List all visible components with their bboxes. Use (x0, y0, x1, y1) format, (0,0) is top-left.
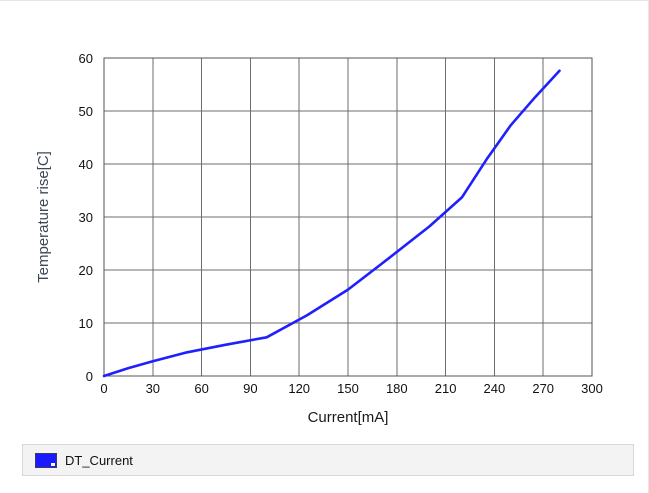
x-tick-label: 0 (100, 381, 107, 396)
y-tick-label: 50 (79, 104, 93, 119)
y-tick-label: 0 (86, 369, 93, 384)
y-axis-title: Temperature rise[C] (35, 151, 52, 283)
x-tick-label: 30 (146, 381, 160, 396)
x-tick-label: 60 (194, 381, 208, 396)
legend-label: DT_Current (65, 452, 133, 468)
line-chart: 0 30 60 90 120 150 180 210 240 270 300 0 10 20 30 40 50 6… (35, 51, 603, 426)
y-tick-label: 40 (79, 157, 93, 172)
x-tick-label: 300 (581, 381, 603, 396)
x-tick-label: 180 (386, 381, 408, 396)
y-tick-label: 30 (79, 210, 93, 225)
series-line-DT_Current (102, 69, 561, 378)
x-tick-label: 270 (532, 381, 554, 396)
legend: DT_Current (22, 444, 634, 476)
legend-swatch (35, 452, 57, 468)
y-tick-label: 20 (79, 263, 93, 278)
x-tick-label: 210 (435, 381, 457, 396)
x-tick-label: 240 (484, 381, 506, 396)
y-tick-label: 10 (79, 316, 93, 331)
x-tick-label: 120 (288, 381, 310, 396)
y-tick-label: 60 (79, 51, 93, 66)
x-tick-label: 150 (337, 381, 359, 396)
plot-border (103, 57, 593, 377)
x-tick-label: 90 (243, 381, 257, 396)
x-axis-title: Current[mA] (308, 409, 389, 426)
